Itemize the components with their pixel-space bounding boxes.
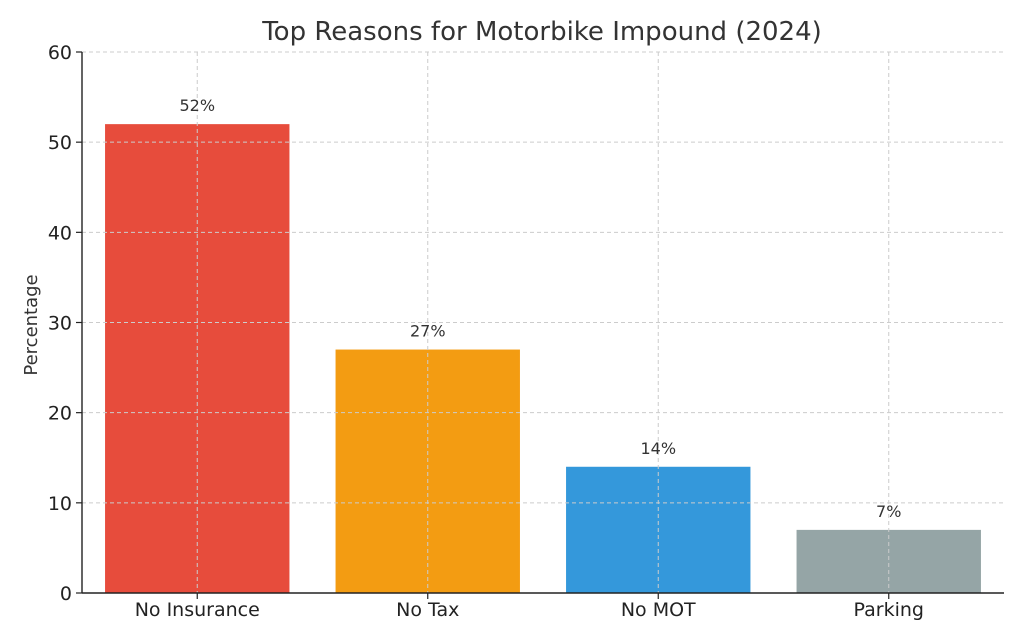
x-tick-label: Parking — [854, 599, 924, 621]
grid — [82, 51, 1004, 594]
y-tick-label: 10 — [48, 493, 72, 515]
x-tick-label: No MOT — [621, 599, 696, 621]
labels: 0 10 20 30 40 50 60 No Insurance 52% No Tax 27% No … — [48, 42, 924, 621]
data-label: 14% — [640, 439, 676, 458]
x-tick-label: No Tax — [396, 599, 459, 621]
data-label: 27% — [410, 322, 446, 341]
y-tick-label: 60 — [48, 42, 72, 64]
bars — [105, 124, 981, 593]
y-tick-label: 0 — [60, 583, 72, 605]
bar — [796, 529, 981, 593]
axes — [76, 51, 1004, 599]
data-label: 52% — [179, 96, 215, 115]
y-tick-label: 40 — [48, 222, 72, 244]
y-tick-label: 20 — [48, 403, 72, 425]
x-tick-label: No Insurance — [135, 599, 260, 621]
chart-title: Top Reasons for Motorbike Impound (2024) — [261, 17, 822, 47]
y-tick-label: 30 — [48, 313, 72, 335]
data-label: 7% — [876, 502, 901, 521]
y-tick-label: 50 — [48, 132, 72, 154]
y-axis-label: Percentage — [21, 274, 42, 375]
